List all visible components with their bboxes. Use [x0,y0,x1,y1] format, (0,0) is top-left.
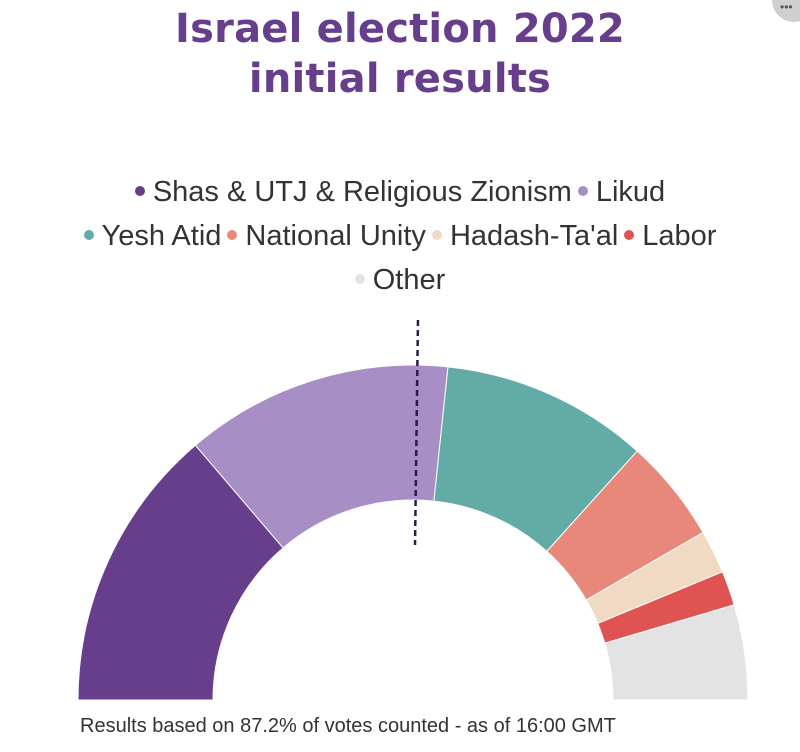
legend-label: Shas & UTJ & Religious Zionism [152,176,572,208]
chart-legend: Shas & UTJ & Religious Zionism Likud Yesh … [40,170,760,302]
chart-title-line-1: Israel election 2022 [175,6,625,52]
legend-item: Hadash-Ta'al [431,214,619,258]
legend-swatch [624,230,635,241]
legend-item: Labor [624,214,716,258]
legend-item: Shas & UTJ & Religious Zionism [134,170,572,214]
legend-label: Hadash-Ta'al [449,220,619,252]
legend-item: Yesh Atid [83,214,222,258]
legend-item: National Unity [227,214,426,258]
legend-swatch [354,274,365,285]
legend-label: Yesh Atid [101,220,222,252]
legend-label: National Unity [245,220,426,252]
majority-marker-line [413,320,420,546]
chart-title: Israel election 2022 initial results [0,4,800,104]
more-options-icon[interactable]: ••• [772,0,800,22]
chart-segment [604,604,749,701]
legend-item: Likud [577,170,666,214]
legend-swatch [227,230,238,241]
chart-title-line-2: initial results [248,56,552,102]
legend-label: Other [372,264,446,296]
legend-swatch [134,186,145,197]
semicircle-chart [77,320,749,701]
legend-label: Likud [595,176,666,208]
results-footnote: Results based on 87.2% of votes counted … [80,715,616,737]
legend-swatch [83,230,94,241]
legend-swatch [577,186,588,197]
legend-item: Other [354,258,446,302]
legend-swatch [431,230,442,241]
legend-label: Labor [642,220,717,252]
